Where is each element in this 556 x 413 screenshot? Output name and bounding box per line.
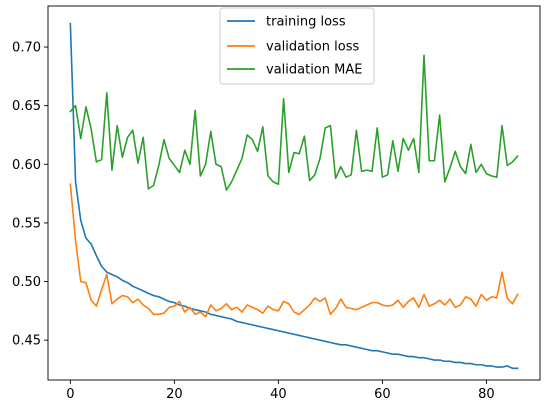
x-tick-label: 60 <box>374 387 391 402</box>
y-tick-label: 0.65 <box>12 99 41 114</box>
legend-label-validation-loss: validation loss <box>266 40 359 55</box>
x-tick-label: 80 <box>478 387 495 402</box>
series-line-validation-mae <box>69 54 519 191</box>
y-tick-label: 0.55 <box>12 216 41 231</box>
legend-box <box>219 7 375 85</box>
y-tick-label: 0.70 <box>12 41 41 56</box>
y-tick-label: 0.50 <box>12 275 41 290</box>
x-tick-label: 20 <box>166 387 183 402</box>
legend-label-validation-mae: validation MAE <box>266 63 362 78</box>
x-tick-label: 40 <box>270 387 287 402</box>
y-tick-label: 0.45 <box>12 334 41 349</box>
series-line-training-loss <box>69 22 519 370</box>
legend: training loss validation loss validation… <box>219 7 375 85</box>
x-tick-label: 0 <box>66 387 74 402</box>
plot-frame <box>47 5 541 381</box>
series-layer <box>69 22 519 370</box>
series-line-validation-loss <box>69 183 519 318</box>
legend-label-training-loss: training loss <box>266 15 346 30</box>
axes-layer: 0 20 40 60 80 0.45 0.50 0.55 0.60 0.65 0.70 <box>12 5 541 402</box>
y-tick-label: 0.60 <box>12 158 41 173</box>
